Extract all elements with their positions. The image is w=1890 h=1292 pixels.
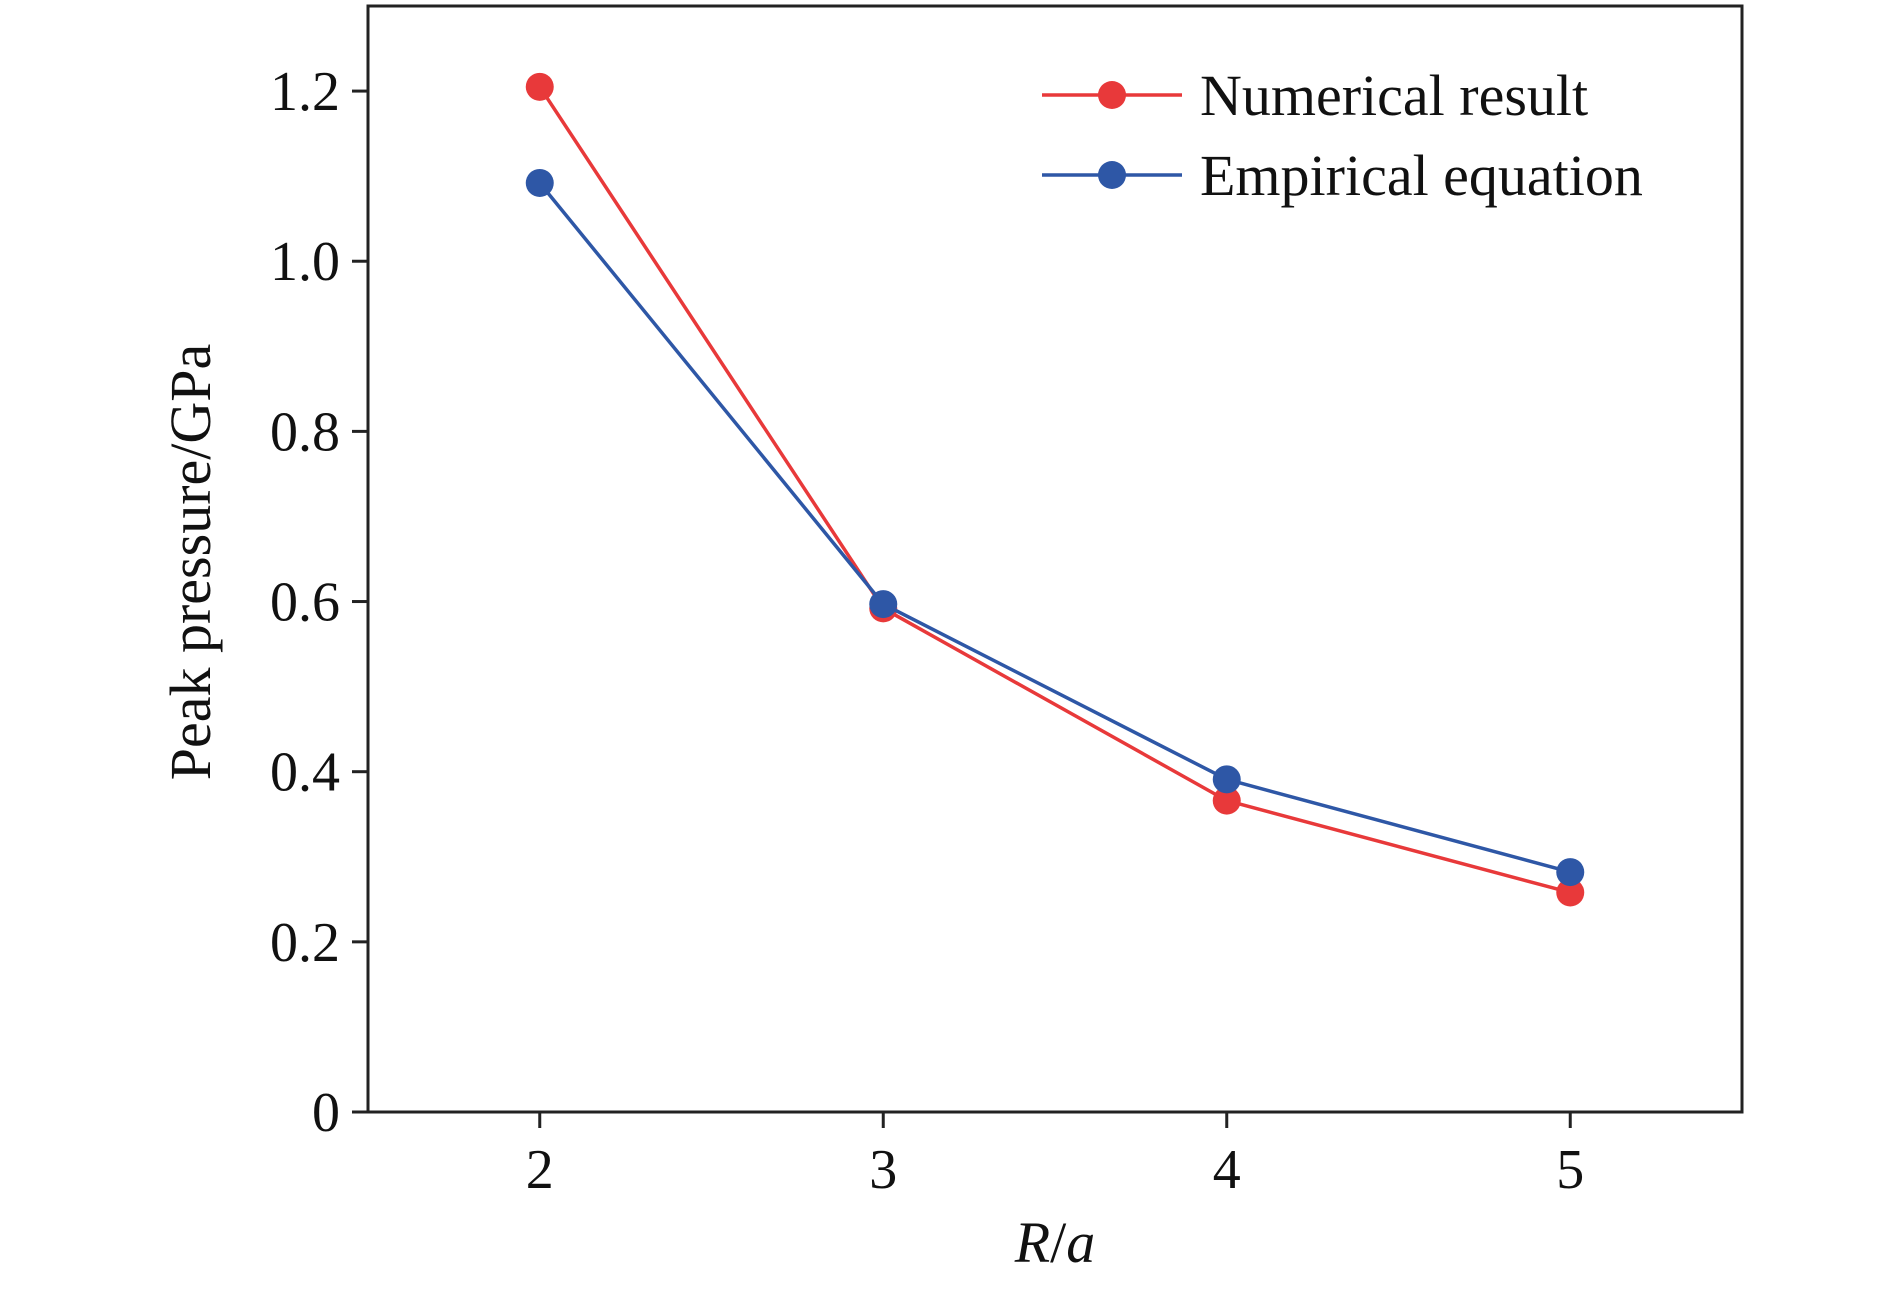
legend-marker (1098, 161, 1126, 189)
series-line (538, 181, 1571, 874)
plot-frame (366, 4, 1744, 1114)
data-point (1556, 858, 1585, 887)
data-point (869, 590, 898, 619)
data-point (1212, 786, 1241, 815)
x-axis-label-variable: R (1014, 1210, 1050, 1275)
x-axis-label-separator: / (1050, 1210, 1067, 1275)
series-line (538, 85, 1571, 895)
series-layer (525, 72, 1585, 907)
legend-marker (1098, 81, 1126, 109)
x-axis-label-denominator: a (1066, 1210, 1095, 1275)
y-tick-label: 1.0 (270, 231, 340, 293)
y-tick-label: 0.2 (270, 912, 340, 974)
data-point (1556, 878, 1585, 907)
series-2 (525, 168, 1585, 887)
plot-border (366, 4, 1744, 1114)
x-tick-label: 3 (869, 1139, 897, 1201)
x-tick-label: 4 (1213, 1139, 1241, 1201)
y-tick-label: 0.4 (270, 742, 340, 804)
y-axis-label: Peak pressure/GPa (158, 344, 223, 781)
data-point (525, 72, 554, 101)
y-tick-label: 0.6 (270, 572, 340, 634)
x-axis-label: R/a (1014, 1210, 1096, 1275)
legend-label: Empirical equation (1200, 143, 1643, 208)
legend-item: Numerical result (1042, 63, 1588, 128)
legend: Numerical result Empirical equation (1042, 63, 1643, 208)
data-point (525, 168, 554, 197)
legend-item: Empirical equation (1042, 143, 1643, 208)
y-tick-label: 1.2 (270, 61, 340, 123)
y-tick-label: 0.8 (270, 401, 340, 463)
data-point (1212, 765, 1241, 794)
legend-label: Numerical result (1200, 63, 1588, 128)
y-axis: 0 0.2 0.4 0.6 0.8 1.0 1.2 (270, 61, 368, 1144)
x-tick-label: 5 (1556, 1139, 1584, 1201)
y-tick-label: 0 (312, 1082, 340, 1144)
x-axis: 2 3 4 5 (526, 1112, 1584, 1201)
x-tick-label: 2 (526, 1139, 554, 1201)
